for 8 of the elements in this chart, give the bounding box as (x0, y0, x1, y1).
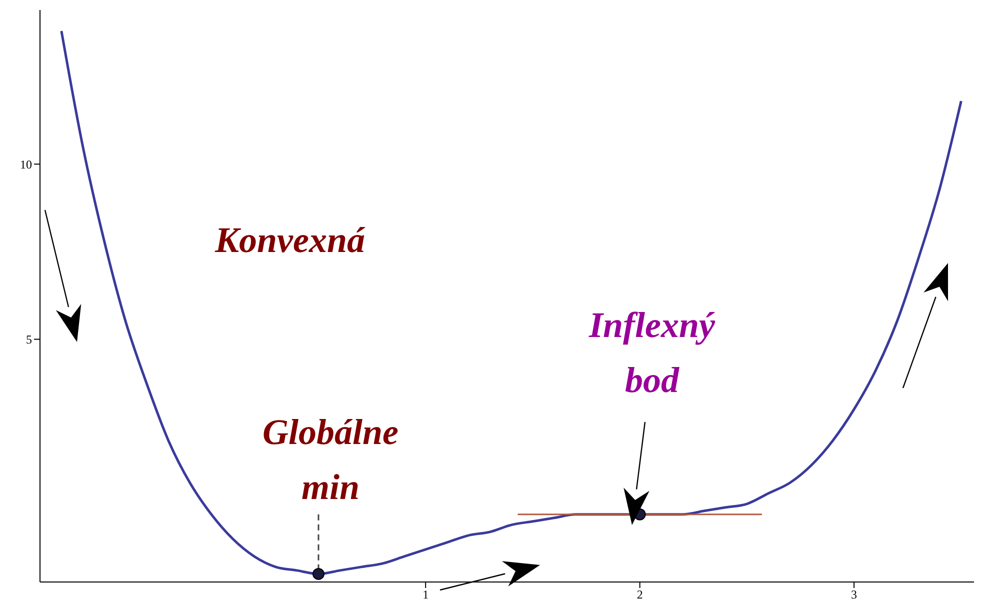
x-tick-label: 2 (636, 588, 643, 602)
annotation: Globálne min (262, 412, 398, 507)
y-tick-label: 5 (26, 332, 32, 347)
annotation: Konvexná (214, 220, 366, 260)
y-tick-label: 10 (20, 157, 32, 172)
x-tick-label: 1 (422, 588, 429, 602)
x-tick-label: 3 (851, 588, 858, 602)
annotation: Inflexný bod (588, 305, 716, 400)
